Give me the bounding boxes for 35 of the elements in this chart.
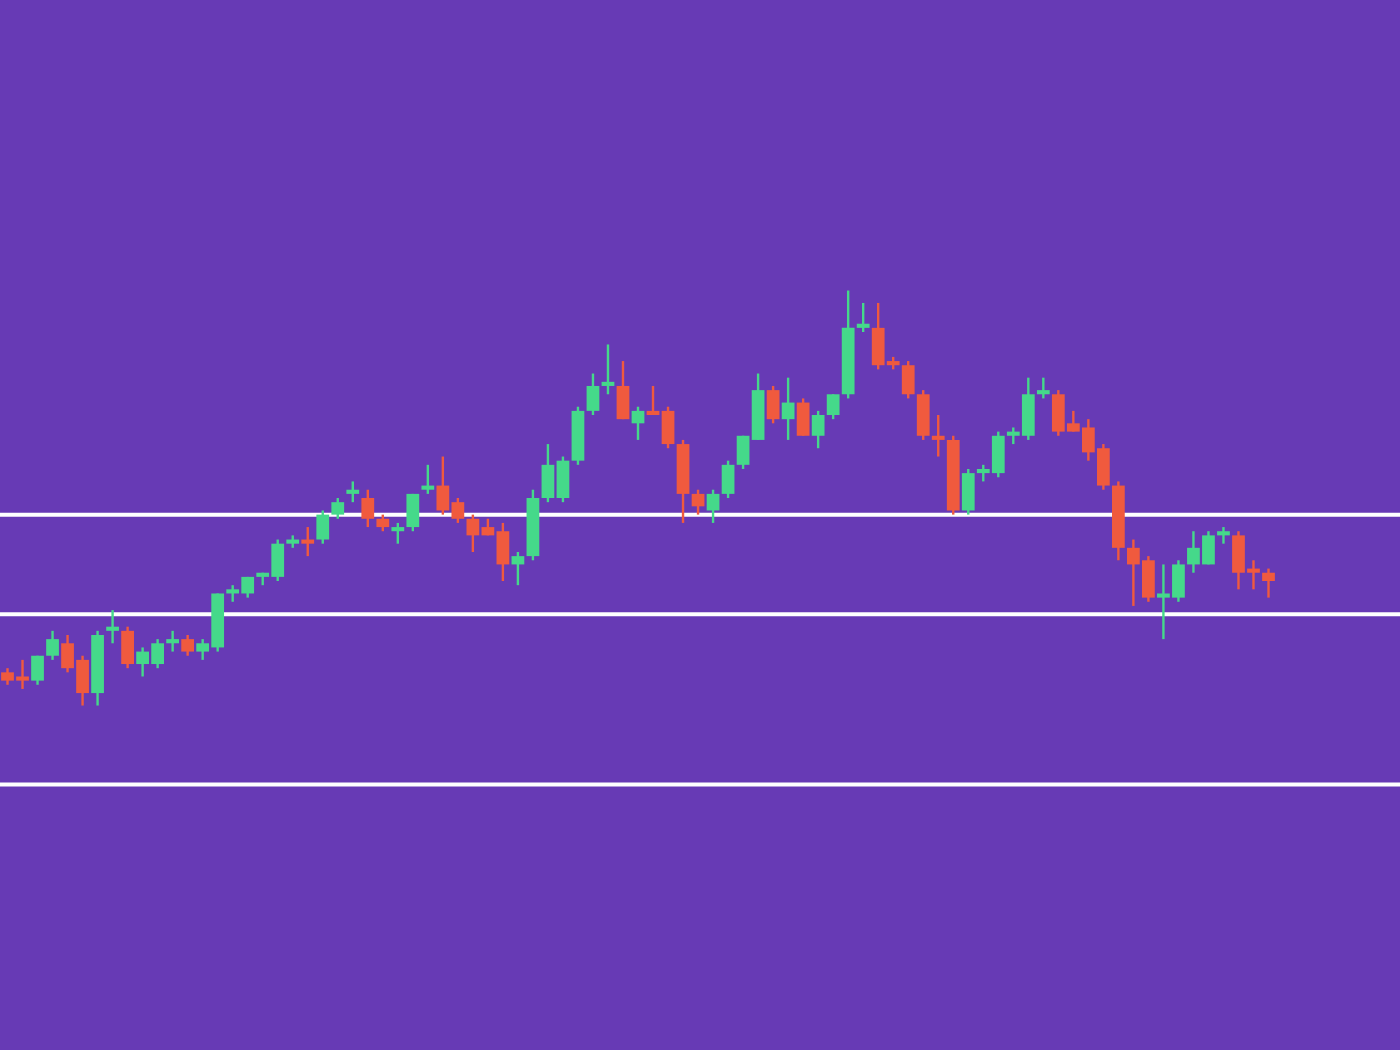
candlestick	[901, 359, 915, 400]
candlestick	[361, 488, 375, 529]
candlestick	[181, 633, 195, 657]
candlestick	[796, 397, 810, 437]
candlestick	[31, 654, 44, 686]
candlestick	[931, 413, 945, 458]
candlestick	[166, 629, 180, 653]
candlestick	[301, 525, 315, 558]
candlestick	[316, 509, 330, 545]
candlestick	[421, 463, 435, 496]
candlestick	[811, 409, 825, 450]
candlestick	[781, 376, 795, 442]
candlestick	[691, 488, 705, 516]
candlestick	[826, 393, 840, 421]
candlestick	[916, 388, 930, 442]
candlestick	[856, 301, 870, 334]
candlestick	[1262, 567, 1275, 599]
candlestick	[961, 467, 975, 516]
candlestick	[766, 384, 780, 425]
candlestick	[586, 372, 600, 417]
candlestick	[721, 459, 735, 500]
candlestick	[331, 496, 345, 520]
candlestick	[616, 359, 630, 421]
candlestick	[1036, 376, 1050, 400]
candlestick	[511, 550, 525, 587]
candlestick	[346, 480, 360, 504]
candlestick	[391, 521, 405, 545]
candlestick	[706, 488, 720, 525]
candlestick	[106, 608, 119, 645]
candlestick	[406, 492, 420, 533]
candlestick	[631, 405, 645, 442]
candlestick	[1217, 525, 1230, 545]
candlestick	[121, 625, 134, 670]
candlestick	[46, 629, 59, 662]
candlestick	[601, 343, 615, 396]
